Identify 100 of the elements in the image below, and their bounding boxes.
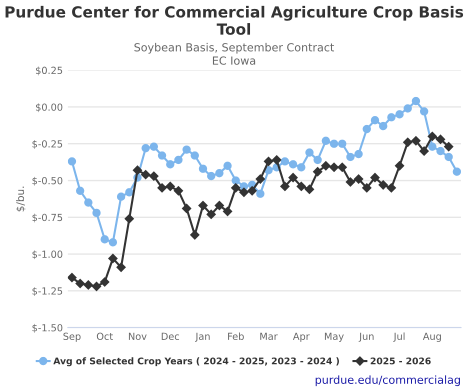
point xyxy=(248,186,257,196)
point xyxy=(264,156,274,166)
point xyxy=(76,278,85,288)
point xyxy=(436,146,445,156)
x-tick-label: Jan xyxy=(195,332,210,342)
point xyxy=(403,138,412,147)
point xyxy=(362,124,371,134)
point xyxy=(141,170,150,180)
x-tick-label: Apr xyxy=(292,332,310,342)
point xyxy=(305,148,314,157)
point xyxy=(239,188,249,197)
point xyxy=(412,96,420,106)
y-axis-title: $/bu. xyxy=(16,186,26,212)
point xyxy=(222,206,232,216)
x-tick-label: Feb xyxy=(228,332,244,340)
point xyxy=(174,156,183,164)
point xyxy=(68,157,76,166)
point xyxy=(142,144,150,152)
point xyxy=(256,190,264,198)
point xyxy=(231,183,240,192)
point xyxy=(198,164,208,173)
point xyxy=(190,230,200,240)
y-tick-label: $-1.50 xyxy=(32,324,62,333)
point xyxy=(379,122,388,130)
point xyxy=(329,162,339,172)
legend-label: 2025 - 2026 xyxy=(370,357,431,364)
point xyxy=(182,204,192,214)
point xyxy=(452,168,461,176)
point xyxy=(428,132,437,142)
point xyxy=(387,113,396,122)
point xyxy=(232,176,240,185)
x-tick-label: Jun xyxy=(358,332,374,342)
point xyxy=(362,183,372,192)
point xyxy=(108,238,118,246)
x-tick-label: Jul xyxy=(393,332,405,342)
point xyxy=(304,184,314,194)
point xyxy=(198,200,208,210)
point xyxy=(394,161,404,170)
point xyxy=(166,160,174,168)
point xyxy=(386,183,396,192)
point xyxy=(280,182,290,192)
point xyxy=(166,182,175,192)
point xyxy=(149,171,158,181)
point xyxy=(288,172,298,182)
point xyxy=(272,155,282,165)
point xyxy=(420,107,428,116)
point xyxy=(280,157,290,166)
y-tick-label: $-1.00 xyxy=(32,250,62,260)
y-tick-label: $-1.25 xyxy=(32,287,62,296)
chart-title: Purdue Center for Commercial Agriculture Crop Basis Tool xyxy=(6,6,464,35)
point xyxy=(116,262,126,272)
point xyxy=(297,163,306,172)
point xyxy=(174,186,184,196)
point xyxy=(436,134,446,144)
point xyxy=(322,136,330,145)
point xyxy=(338,162,347,172)
point xyxy=(84,280,93,290)
point xyxy=(68,272,77,282)
point xyxy=(76,186,84,195)
point xyxy=(288,160,298,168)
y-tick-label: $0.25 xyxy=(36,66,62,76)
point xyxy=(108,254,118,264)
point xyxy=(100,277,110,287)
point xyxy=(330,140,338,148)
x-tick-label: Nov xyxy=(128,332,147,340)
y-tick-label: $-0.25 xyxy=(32,140,62,149)
x-tick-label: Oct xyxy=(96,332,113,340)
point xyxy=(346,177,356,187)
x-tick-label: Sep xyxy=(63,332,81,342)
point xyxy=(354,150,363,158)
point xyxy=(444,142,454,152)
chart-subtitle: Soybean Basis, September Contract EC Iowa xyxy=(134,42,334,65)
x-tick-label: Aug xyxy=(422,332,441,342)
point xyxy=(338,140,346,148)
point xyxy=(215,168,224,178)
point xyxy=(125,188,134,196)
point xyxy=(321,161,330,170)
legend-label: Avg of Selected Crop Years ( 2024 - 2025, 2023 - 2024 ) xyxy=(53,357,339,366)
x-tick-label: May xyxy=(324,332,344,342)
y-tick-label: $-0.50 xyxy=(32,176,62,186)
text: purdue.edu/commercialag xyxy=(316,375,460,386)
point xyxy=(346,152,355,162)
point xyxy=(378,180,388,190)
point xyxy=(256,174,265,184)
point xyxy=(92,208,101,218)
point xyxy=(313,156,322,164)
point xyxy=(132,166,142,175)
point xyxy=(354,174,364,184)
point xyxy=(150,142,158,151)
point xyxy=(92,282,102,292)
point xyxy=(370,172,380,182)
point xyxy=(296,182,306,192)
point xyxy=(428,142,436,151)
point xyxy=(190,151,199,160)
x-tick-label: Mar xyxy=(260,332,278,340)
point xyxy=(444,152,453,162)
point xyxy=(124,214,134,224)
point xyxy=(206,210,216,219)
point xyxy=(100,235,109,244)
point xyxy=(207,172,216,180)
